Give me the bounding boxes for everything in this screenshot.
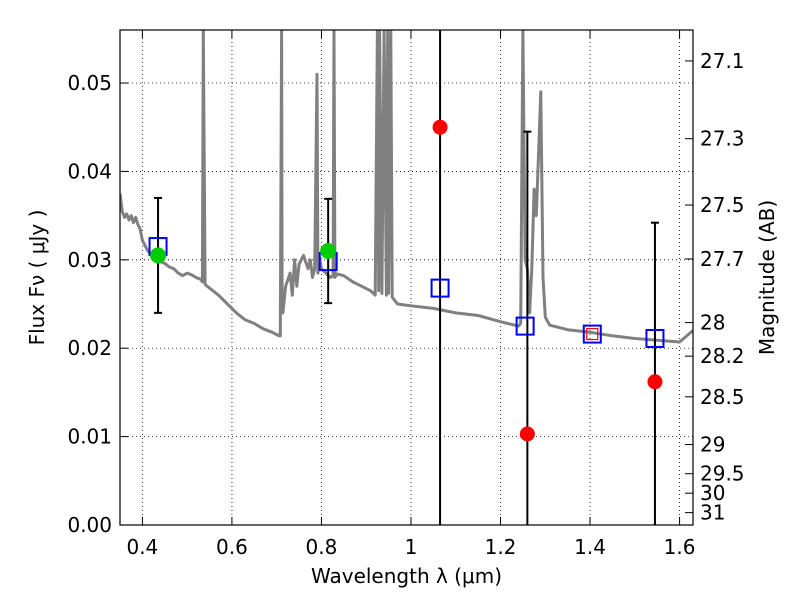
model-bandpass-square xyxy=(515,316,535,336)
y2-tick-label: 27.1 xyxy=(700,49,745,73)
plot-frame xyxy=(119,29,694,526)
model-bandpass-square xyxy=(645,328,665,348)
model-spectrum-line xyxy=(120,30,693,344)
y-tick-label: 0.02 xyxy=(67,336,112,360)
x-tick-label: 1 xyxy=(405,535,418,559)
y-tick-label: 0.01 xyxy=(67,425,112,449)
y2-tick-label: 27.5 xyxy=(700,193,745,217)
x-tick-label: 0.4 xyxy=(126,535,158,559)
x-tick-label: 1.6 xyxy=(664,535,696,559)
y-tick-label: 0.00 xyxy=(67,513,112,537)
y2-tick-label: 29 xyxy=(700,433,725,457)
upper-limit-point xyxy=(432,119,448,135)
x-axis-label: Wavelength λ (μm) xyxy=(311,564,502,588)
y2-tick-label: 28.5 xyxy=(700,385,745,409)
upper-limit-point xyxy=(519,426,535,442)
ticks: 0.4 0.6 0.8 1 1.2 1.4 1.6 0.00 0.01 0.02 0.03 0.04 0… xyxy=(67,30,745,559)
y2-tick-label: 27.7 xyxy=(700,247,745,271)
x-tick-label: 0.6 xyxy=(216,535,248,559)
y2-tick-label: 29.5 xyxy=(700,462,745,486)
model-bandpass-square xyxy=(582,324,602,344)
x-tick-label: 0.8 xyxy=(306,535,338,559)
y-tick-label: 0.05 xyxy=(67,71,112,95)
plot-area xyxy=(120,30,693,525)
y-tick-label: 0.04 xyxy=(67,159,112,183)
grid xyxy=(120,30,693,526)
y2-tick-label: 31 xyxy=(700,501,725,525)
y-axis-label: Flux Fν ( μJy ) xyxy=(25,210,49,346)
small-red-square xyxy=(586,327,599,341)
y2-tick-label: 28 xyxy=(700,311,725,335)
observed-point xyxy=(320,242,337,259)
y2-tick-label: 30 xyxy=(700,481,725,505)
model-bandpass-square xyxy=(430,278,450,298)
y-tick-label: 0.03 xyxy=(67,248,112,272)
x-tick-label: 1.4 xyxy=(574,535,606,559)
y2-tick-label: 28.2 xyxy=(700,344,745,368)
upper-limit-point xyxy=(647,374,663,390)
y2-axis-label: Magnitude (AB) xyxy=(755,200,779,355)
x-tick-label: 1.2 xyxy=(485,535,517,559)
y2-tick-label: 27.3 xyxy=(700,127,745,151)
observed-point xyxy=(150,247,167,264)
